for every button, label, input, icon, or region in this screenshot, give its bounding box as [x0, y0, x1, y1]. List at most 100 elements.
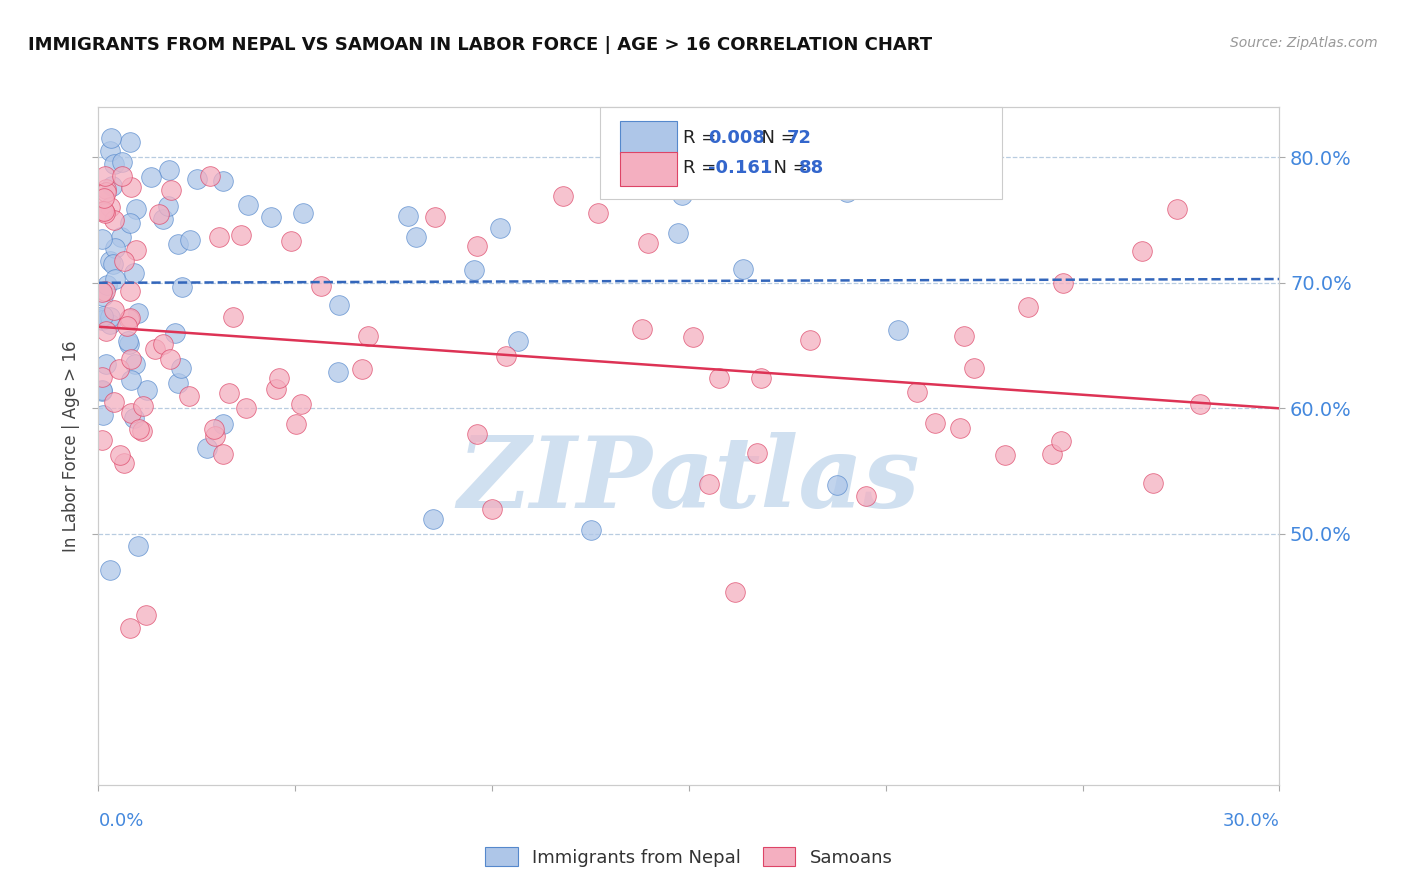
- Text: ZIPatlas: ZIPatlas: [458, 432, 920, 528]
- Point: [586, 206, 609, 220]
- Point: [94, 169, 117, 183]
- Point: [198, 169, 221, 183]
- Point: [114, 456, 136, 470]
- Point: [148, 207, 170, 221]
- Point: [167, 237, 190, 252]
- Text: 30.0%: 30.0%: [1223, 812, 1279, 830]
- Point: [907, 385, 929, 400]
- Point: [724, 585, 747, 599]
- Point: [152, 337, 174, 351]
- Point: [905, 178, 928, 193]
- Point: [96, 278, 118, 293]
- Point: [949, 421, 972, 435]
- Point: [103, 213, 125, 227]
- FancyBboxPatch shape: [600, 107, 1002, 199]
- Point: [139, 169, 162, 184]
- Point: [208, 229, 231, 244]
- Point: [124, 357, 146, 371]
- Point: [707, 371, 730, 385]
- Point: [668, 226, 690, 240]
- Point: [159, 351, 181, 366]
- Point: [103, 156, 125, 170]
- Text: 0.0%: 0.0%: [98, 812, 143, 830]
- Text: 88: 88: [799, 159, 824, 177]
- Point: [115, 318, 138, 333]
- Point: [326, 365, 349, 379]
- Point: [423, 210, 446, 224]
- Point: [96, 181, 118, 195]
- Point: [163, 326, 186, 340]
- Point: [103, 395, 125, 409]
- Point: [236, 198, 259, 212]
- Point: [405, 230, 427, 244]
- Point: [579, 523, 602, 537]
- Point: [195, 441, 218, 455]
- Point: [1052, 276, 1074, 290]
- Point: [229, 227, 252, 242]
- Point: [91, 408, 114, 422]
- Point: [311, 279, 333, 293]
- Point: [1040, 447, 1063, 461]
- Text: N =: N =: [751, 128, 801, 146]
- Point: [204, 429, 226, 443]
- Point: [825, 478, 848, 492]
- Point: [260, 211, 283, 225]
- Point: [127, 540, 149, 554]
- Point: [124, 243, 146, 257]
- Text: 0.008: 0.008: [707, 128, 765, 146]
- Point: [170, 279, 193, 293]
- Point: [122, 411, 145, 425]
- Point: [463, 263, 485, 277]
- Point: [285, 417, 308, 432]
- Point: [101, 257, 124, 271]
- Point: [91, 384, 114, 398]
- Point: [212, 447, 235, 461]
- Point: [93, 191, 115, 205]
- Point: [94, 206, 117, 220]
- Point: [159, 183, 181, 197]
- Point: [91, 232, 114, 246]
- Point: [467, 427, 489, 442]
- Point: [749, 371, 772, 385]
- Point: [212, 417, 235, 431]
- Point: [118, 312, 141, 326]
- Point: [290, 397, 312, 411]
- Point: [935, 131, 957, 145]
- Point: [1166, 202, 1188, 216]
- Point: [1142, 476, 1164, 491]
- Y-axis label: In Labor Force | Age > 16: In Labor Force | Age > 16: [62, 340, 80, 552]
- Point: [280, 234, 302, 248]
- Point: [731, 261, 754, 276]
- Point: [235, 401, 257, 416]
- Point: [91, 384, 114, 398]
- Point: [551, 189, 574, 203]
- Point: [721, 154, 744, 169]
- Point: [94, 185, 117, 199]
- Point: [111, 169, 134, 183]
- Point: [118, 135, 141, 149]
- Point: [152, 212, 174, 227]
- Point: [157, 162, 180, 177]
- Point: [637, 236, 659, 251]
- Point: [1017, 300, 1039, 314]
- Point: [135, 608, 157, 623]
- Point: [91, 289, 114, 303]
- Point: [963, 360, 986, 375]
- Point: [118, 216, 141, 230]
- Point: [94, 324, 117, 338]
- Point: [745, 446, 768, 460]
- Point: [93, 284, 115, 298]
- Point: [91, 203, 114, 218]
- Point: [422, 512, 444, 526]
- Point: [170, 360, 193, 375]
- Point: [91, 310, 114, 324]
- Point: [101, 179, 124, 194]
- FancyBboxPatch shape: [620, 120, 678, 154]
- Point: [111, 154, 134, 169]
- Point: [212, 173, 235, 187]
- Point: [924, 417, 946, 431]
- Point: [671, 188, 693, 202]
- Point: [98, 144, 121, 158]
- Point: [91, 433, 114, 447]
- Point: [104, 241, 127, 255]
